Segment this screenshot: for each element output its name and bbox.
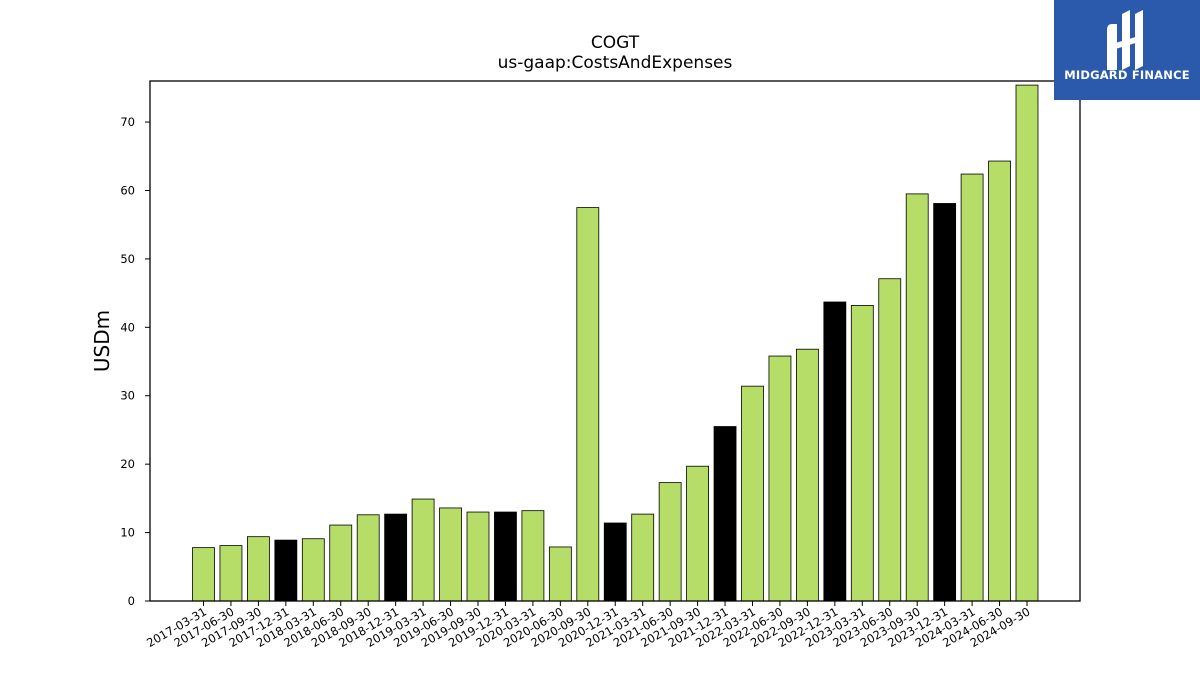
bar-2022-06-30 <box>768 355 792 602</box>
bar-2019-03-31 <box>411 498 435 602</box>
bar-2020-06-30 <box>548 546 572 602</box>
bars-group <box>192 84 1039 602</box>
chart-subtitle: us-gaap:CostsAndExpenses <box>498 53 733 73</box>
bar-2021-06-30 <box>658 482 682 602</box>
bar-2023-03-31 <box>850 305 874 602</box>
bar-2017-09-30 <box>246 536 270 602</box>
bar-2020-09-30 <box>576 207 600 602</box>
bar-2019-12-31 <box>494 511 517 602</box>
bar-2023-09-30 <box>905 193 929 602</box>
y-tick-label: 50 <box>120 252 135 266</box>
bar-2022-03-31 <box>741 385 764 602</box>
y-axis-ticks: 0 10 20 30 40 50 60 70 <box>120 115 150 608</box>
bar-2022-09-30 <box>796 348 819 602</box>
y-tick-label: 0 <box>128 594 135 608</box>
y-tick-label: 10 <box>120 526 135 540</box>
plot-frame <box>149 80 1081 602</box>
bar-2021-12-31 <box>713 426 737 602</box>
midgard-m-logo-icon <box>1107 10 1143 70</box>
bar-2024-03-31 <box>960 173 984 602</box>
bar-2018-12-31 <box>384 513 408 602</box>
logo: MIDGARD FINANCE <box>1054 0 1200 100</box>
bar-2018-03-31 <box>301 538 325 602</box>
logo-text: MIDGARD FINANCE <box>1064 68 1190 82</box>
bar-2017-06-30 <box>219 545 243 602</box>
bar-2019-09-30 <box>466 511 490 602</box>
bar-2023-12-31 <box>933 203 957 602</box>
bar-2021-09-30 <box>686 465 709 602</box>
bar-2019-06-30 <box>439 507 462 602</box>
bar-2017-03-31 <box>192 547 215 602</box>
bar-2024-06-30 <box>988 160 1011 602</box>
chart-title: COGT <box>591 33 640 53</box>
y-tick-label: 40 <box>120 320 135 334</box>
bar-2023-06-30 <box>878 278 902 602</box>
x-axis-ticks: 2017-03-312017-06-302017-09-302017-12-31… <box>144 601 1033 650</box>
bar-2018-06-30 <box>329 524 353 602</box>
y-tick-label: 30 <box>120 389 135 403</box>
y-tick-label: 20 <box>120 457 135 471</box>
bar-2020-12-31 <box>603 522 627 602</box>
bar-2022-12-31 <box>823 301 847 602</box>
bar-2018-09-30 <box>356 514 380 602</box>
bar-2017-12-31 <box>274 539 298 602</box>
bar-2024-09-30 <box>1015 84 1039 602</box>
y-tick-label: 60 <box>120 183 135 197</box>
y-axis-label: USDm <box>90 310 114 372</box>
bar-2021-03-31 <box>631 513 655 602</box>
bar-2020-03-31 <box>521 510 545 602</box>
y-tick-label: 70 <box>120 115 135 129</box>
